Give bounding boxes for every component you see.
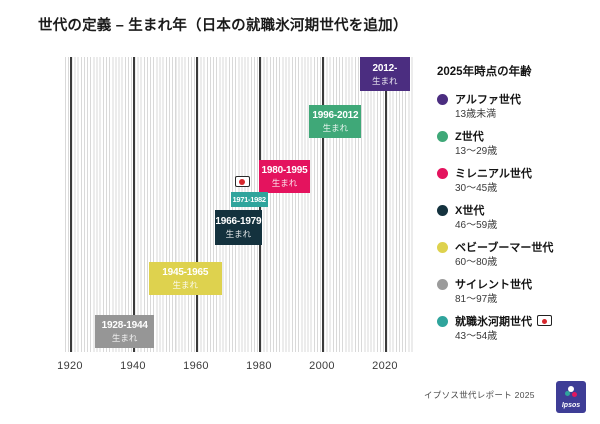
generation-years-label: 1996-2012	[312, 110, 359, 121]
generation-born-label: 生まれ	[271, 178, 298, 188]
tick-label-2000: 2000	[309, 360, 335, 372]
legend-age-x: 46〜59歳	[455, 220, 498, 231]
generation-years-label: 1980-1995	[261, 165, 308, 176]
generation-box-x: 1966-1979 生まれ	[214, 210, 262, 245]
generation-born-label: 生まれ	[225, 229, 252, 239]
legend-label-x: X世代	[455, 205, 485, 217]
legend-item-millennial: ミレニアル世代 30〜45歳	[437, 167, 595, 195]
timeline-chart: 1920 1940 1960 1980 2000 2020 2012- 生まれ 1996-201…	[57, 57, 414, 372]
japan-flag-sun	[239, 178, 246, 185]
japan-flag-icon	[537, 315, 552, 326]
japan-flag-sun	[542, 318, 547, 324]
legend-label-millennial: ミレニアル世代	[455, 168, 532, 180]
generation-years-label: 2012-	[372, 62, 398, 74]
generation-born-label: 生まれ	[111, 333, 138, 343]
generation-years-label: 1928-1944	[101, 320, 148, 331]
legend-dot-alpha	[437, 94, 448, 105]
legend-items: アルファ世代 13歳未満 Z世代 13〜29歳ミレニアル世代 30〜45歳 X世代 46〜5…	[437, 93, 595, 343]
legend-age-alpha: 13歳未満	[455, 109, 497, 120]
gridline-2000	[322, 57, 324, 352]
legend-dot-boomer	[437, 242, 448, 253]
legend-age-millennial: 30〜45歳	[455, 183, 498, 194]
japan-flag-icon	[234, 176, 250, 187]
legend-age-silent: 81〜97歳	[455, 294, 498, 305]
generation-years-label: 1966-1979	[215, 216, 262, 227]
legend-texts: ミレニアル世代 30〜45歳	[455, 167, 532, 195]
legend-item-z: Z世代 13〜29歳	[437, 130, 595, 158]
generation-box-boomer: 1945-1965 生まれ	[148, 262, 222, 295]
generation-box-z: 1996-2012 生まれ	[309, 105, 362, 138]
report-credit: イプソス世代レポート 2025	[424, 390, 535, 400]
legend-dot-millennial	[437, 168, 448, 179]
legend-age-z: 13〜29歳	[455, 146, 498, 157]
generation-born-label: 生まれ	[372, 75, 398, 86]
ipsos-logo-mark	[565, 386, 577, 398]
tick-label-1940: 1940	[120, 360, 146, 372]
legend-age-boomer: 60〜80歳	[455, 257, 498, 268]
legend-label-z: Z世代	[455, 131, 484, 143]
legend-texts: ベビーブーマー世代 60〜80歳	[455, 241, 553, 269]
legend-item-iceage: 就職氷河期世代 43〜54歳	[437, 315, 595, 343]
legend-item-boomer: ベビーブーマー世代 60〜80歳	[437, 241, 595, 269]
generation-born-label: 生まれ	[322, 123, 349, 133]
tick-label-1960: 1960	[183, 360, 209, 372]
gridline-2020	[385, 57, 387, 352]
generation-years-label: 1945-1965	[162, 267, 209, 278]
tick-label-1980: 1980	[246, 360, 272, 372]
legend-texts: Z世代 13〜29歳	[455, 130, 497, 158]
tick-label-2020: 2020	[372, 360, 398, 372]
legend-texts: アルファ世代 13歳未満	[455, 93, 521, 121]
gridline-1960	[196, 57, 198, 352]
legend-dot-iceage	[437, 316, 448, 327]
generation-box-iceage: 1971-1982	[230, 192, 268, 207]
legend-texts: サイレント世代 81〜97歳	[455, 278, 532, 306]
generation-box-alpha: 2012- 生まれ	[359, 57, 410, 91]
legend-label-silent: サイレント世代	[455, 279, 532, 291]
generation-born-label: 生まれ	[172, 280, 198, 290]
legend-label-boomer: ベビーブーマー世代	[455, 242, 554, 254]
legend-item-x: X世代 46〜59歳	[437, 204, 595, 232]
legend-label-iceage: 就職氷河期世代	[455, 315, 552, 329]
legend-texts: 就職氷河期世代 43〜54歳	[455, 315, 552, 343]
gridline-1920	[70, 57, 72, 352]
gridline-1940	[133, 57, 135, 352]
ipsos-logo-text: Ipsos	[561, 402, 581, 409]
generation-box-millennial: 1980-1995 生まれ	[259, 160, 310, 193]
generation-years-label: 1971-1982	[232, 195, 266, 204]
legend-panel: 2025年時点の年齢 アルファ世代 13歳未満 Z世代 13〜29歳ミレニアル世代 30…	[437, 63, 595, 352]
page-title: 世代の定義 – 生まれ年（日本の就職氷河期世代を追加）	[38, 18, 408, 34]
tick-label-1920: 1920	[57, 360, 83, 372]
legend-item-silent: サイレント世代 81〜97歳	[437, 278, 595, 306]
legend-dot-x	[437, 205, 448, 216]
legend-texts: X世代 46〜59歳	[455, 204, 497, 232]
legend-dot-silent	[437, 279, 448, 290]
legend-dot-z	[437, 131, 448, 142]
ipsos-logo: Ipsos	[556, 381, 586, 413]
legend-item-alpha: アルファ世代 13歳未満	[437, 93, 595, 121]
legend-label-alpha: アルファ世代	[455, 94, 521, 106]
legend-age-iceage: 43〜54歳	[455, 331, 498, 342]
generation-box-silent: 1928-1944 生まれ	[95, 315, 155, 348]
legend-header: 2025年時点の年齢	[437, 66, 532, 78]
